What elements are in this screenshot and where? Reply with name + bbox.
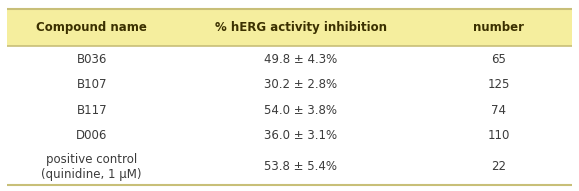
Text: number: number	[473, 21, 524, 34]
Bar	[7, 46, 572, 72]
Text: B117: B117	[76, 104, 107, 117]
Bar	[7, 97, 572, 123]
Text: 53.8 ± 5.4%: 53.8 ± 5.4%	[264, 160, 338, 173]
Text: 110: 110	[488, 129, 510, 142]
Text: 54.0 ± 3.8%: 54.0 ± 3.8%	[264, 104, 338, 117]
Bar	[7, 72, 572, 97]
Text: 49.8 ± 4.3%: 49.8 ± 4.3%	[264, 53, 338, 66]
Text: B036: B036	[76, 53, 107, 66]
Text: D006: D006	[76, 129, 107, 142]
Text: positive control
(quinidine, 1 μM): positive control (quinidine, 1 μM)	[42, 153, 142, 181]
Bar	[7, 148, 572, 185]
Text: B107: B107	[76, 78, 107, 91]
Text: % hERG activity inhibition: % hERG activity inhibition	[215, 21, 387, 34]
Text: Compound name: Compound name	[36, 21, 147, 34]
Text: 36.0 ± 3.1%: 36.0 ± 3.1%	[264, 129, 338, 142]
Text: 30.2 ± 2.8%: 30.2 ± 2.8%	[264, 78, 338, 91]
Text: 65: 65	[491, 53, 506, 66]
Text: 74: 74	[491, 104, 506, 117]
Text: 22: 22	[491, 160, 506, 173]
Text: 125: 125	[488, 78, 510, 91]
Bar	[7, 9, 572, 46]
Bar	[7, 123, 572, 148]
